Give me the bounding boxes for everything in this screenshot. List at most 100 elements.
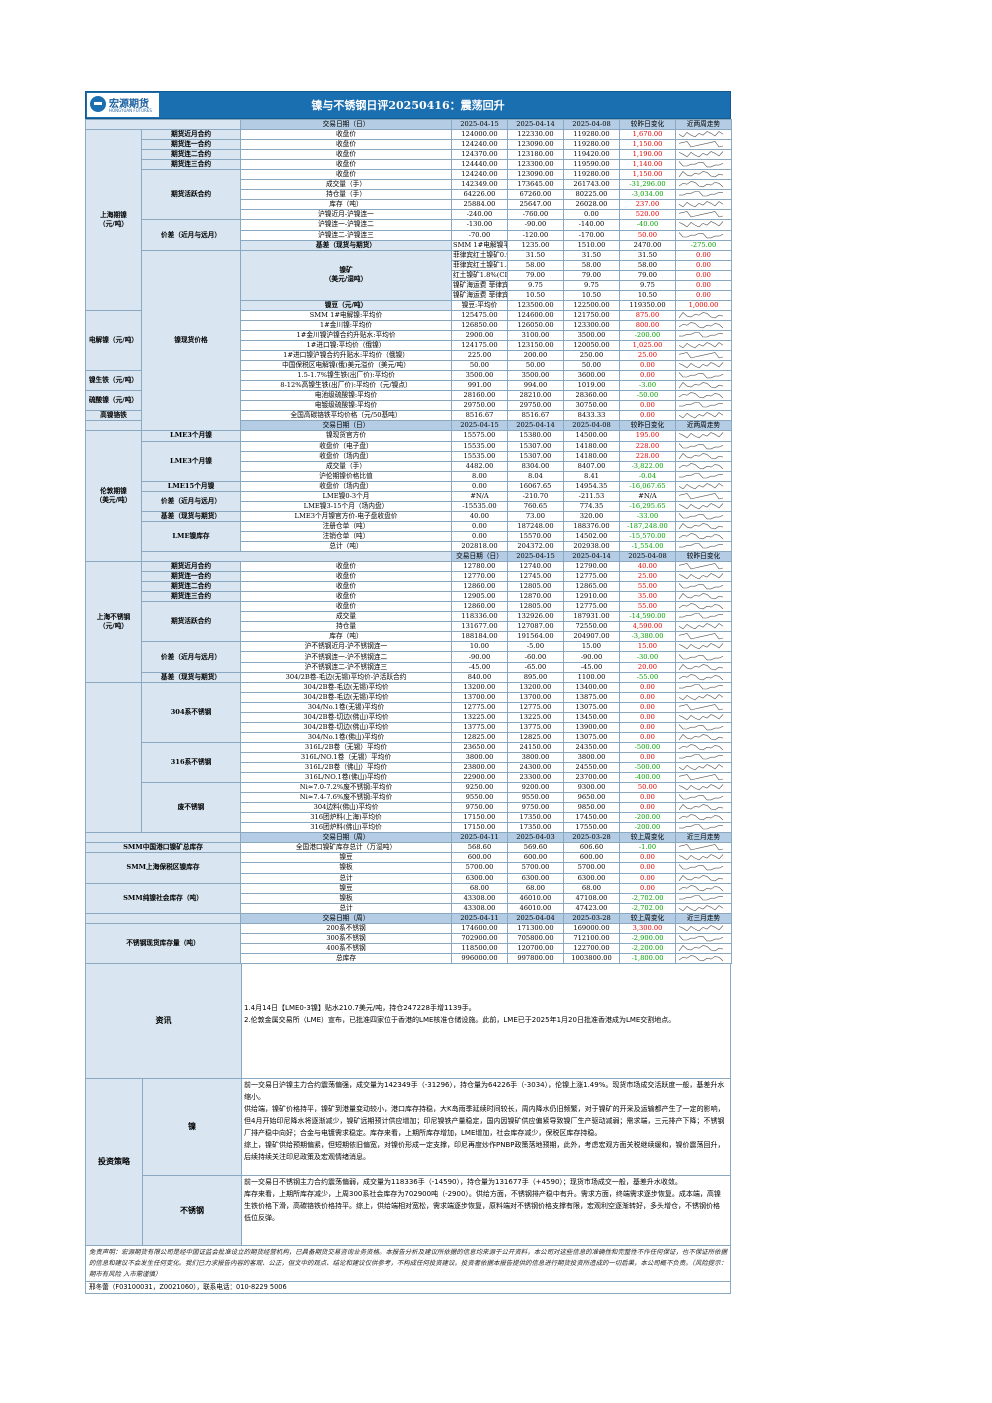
trend-cell <box>675 149 732 161</box>
value-cell: 12745.00 <box>507 571 564 583</box>
trend-sparkline <box>678 713 724 721</box>
trend-sparkline <box>678 653 724 660</box>
change-value: 0.00 <box>675 259 732 271</box>
value-cell: #N/A <box>451 490 508 502</box>
value-cell: 13775.00 <box>451 721 508 733</box>
trend-sparkline <box>678 633 724 640</box>
value-cell: 31.50 <box>619 249 676 261</box>
table-row: 期货活跃合约 收盘价 12860.00 12805.00 12775.00 55.00 <box>86 601 732 643</box>
table-row: 1#进口镍沪镍合约升贴水:平均价（俄镍） 225.00 200.00 250.00 25… <box>86 350 732 362</box>
table-row: 收盘价（场内盘） 15535.00 15307.00 14180.00 228.00 <box>86 450 732 462</box>
value-cell: -211.53 <box>563 490 620 502</box>
value-cell: -90.00 <box>507 219 564 231</box>
trend-cell <box>675 761 732 774</box>
trend-sparkline <box>678 573 724 580</box>
value-cell: 9.75 <box>563 279 620 291</box>
value-cell: 24150.00 <box>507 741 564 753</box>
change-value: -16,067.65 <box>619 480 676 492</box>
subcategory-label: 价差（近月与远月） <box>141 490 241 512</box>
value-cell: 17550.00 <box>563 822 620 834</box>
item-label: 沪镍连二-沪镍连三 <box>240 229 452 241</box>
trend-cell <box>675 520 732 532</box>
category-label: 不锈钢现货库存量（吨） <box>85 922 241 964</box>
trend-cell <box>675 189 732 201</box>
value-cell: 118500.00 <box>451 942 508 954</box>
trend-cell <box>675 450 732 462</box>
change-value: 15.00 <box>619 641 676 653</box>
trend-sparkline <box>678 151 724 158</box>
value-cell: 6300.00 <box>451 872 508 884</box>
item-label: 300系不锈钢 <box>240 932 452 944</box>
value-cell: 13700.00 <box>507 691 564 703</box>
value-cell: 13075.00 <box>563 731 620 743</box>
subcategory-label: 价差（近月与远月） <box>141 219 241 251</box>
table-row: 期货连二合约 收盘价 12860.00 12805.00 12865.00 55.00 <box>86 581 732 593</box>
value-cell: 28160.00 <box>451 390 508 402</box>
change-value: -500.00 <box>619 741 676 753</box>
item-label: 304/No.1卷(佛山)平均价 <box>240 731 452 743</box>
value-cell: 29750.00 <box>451 400 508 412</box>
value-cell: 68.00 <box>507 882 564 894</box>
value-cell: 14954.35 <box>563 480 620 492</box>
trend-sparkline <box>679 894 723 900</box>
value-cell: 132926.00 <box>507 611 564 623</box>
trend-cell <box>675 480 732 492</box>
trend-sparkline <box>678 522 724 530</box>
value-cell: 1019.00 <box>563 380 620 392</box>
value-cell: 16067.65 <box>507 480 564 492</box>
value-cell: 997800.00 <box>507 952 564 964</box>
value-cell: 10.50 <box>619 289 676 301</box>
trend-cell <box>675 882 732 894</box>
trend-sparkline <box>678 593 724 600</box>
table-row: LME3个月镍 收盘价（电子盘） 15535.00 15307.00 14180.00 2… <box>86 440 732 482</box>
date-label: 交易日期（日） <box>240 420 452 432</box>
change-value: 0.00 <box>619 721 676 733</box>
trend-sparkline <box>678 161 724 168</box>
trend-sparkline <box>678 462 724 469</box>
value-cell: 118336.00 <box>451 611 508 623</box>
strategy-paragraph: 供给端，镍矿价格持平，镍矿到港量变动较小，港口库存持稳，大K岛雨季延续时间较长，… <box>244 1104 725 1137</box>
trend-sparkline <box>678 603 724 610</box>
value-cell: 131677.00 <box>451 621 508 633</box>
value-cell: 124370.00 <box>451 149 508 161</box>
value-cell: 119280.00 <box>563 169 620 181</box>
value-cell: 15307.00 <box>507 440 564 452</box>
value-cell: 9.75 <box>619 279 676 291</box>
value-cell: 0.00 <box>451 480 508 492</box>
table-row: 期货连一合约 收盘价 124240.00 123090.00 119280.00 1,15… <box>86 139 732 151</box>
change-value: 0.00 <box>619 691 676 703</box>
value-cell: 9550.00 <box>507 792 564 804</box>
table-row: 价差（近月与远月） 沪镍连一-沪镍连二 -130.00 -90.00 -140.00 -4… <box>86 219 732 251</box>
trend-cell <box>675 631 732 643</box>
table-row: 镍矿海运费 菲律宾-连云港:平均价（美元/吨）9.759.759.750.00 <box>86 279 732 291</box>
logo-icon <box>90 96 106 112</box>
change-value: -50.00 <box>619 390 676 402</box>
subcategory-label: 基差（现货与期货） <box>141 510 241 522</box>
value-cell: 124000.00 <box>451 129 508 141</box>
item-label: 316L/2B卷（佛山）平均价 <box>240 761 452 774</box>
data-table: 交易日期（日） 2025-04-15 2025-04-14 2025-04-08 较昨日… <box>85 118 732 964</box>
item-label: 304/No.1卷(无锡)平均价 <box>240 701 452 713</box>
strategy-paragraph: 前一交易日不锈钢主力合约震荡偏弱，成交量为118336手（-14590），持仓量… <box>244 1177 682 1186</box>
change-value: -0.04 <box>619 470 676 482</box>
trend-cell <box>675 772 732 784</box>
trend-sparkline <box>679 613 723 619</box>
value-cell: 31.50 <box>563 249 620 261</box>
trend-sparkline <box>678 221 724 228</box>
news-section: 资讯 1.4月14日【LME0-3镍】贴水210.7美元/吨，持仓247228手… <box>85 963 731 1079</box>
value-cell: 123150.00 <box>507 340 564 352</box>
table-row: 库存（吨） 188184.00 191564.00 204907.00 -3,380.0… <box>86 631 732 643</box>
value-cell: 79.00 <box>619 269 676 281</box>
change-value: -2,200.00 <box>619 942 676 954</box>
value-cell: 2900.00 <box>451 329 508 342</box>
value-cell: 320.00 <box>563 510 620 522</box>
trend-sparkline <box>678 693 724 700</box>
trend-cell <box>675 139 732 151</box>
date-cell: 较上周变化 <box>619 912 676 924</box>
trend-sparkline <box>678 342 724 349</box>
change-value: 0.00 <box>619 681 676 693</box>
value-cell: 30750.00 <box>563 400 620 412</box>
trend-cell <box>675 932 732 944</box>
value-cell: 26028.00 <box>563 199 620 211</box>
value-cell: 13700.00 <box>451 691 508 703</box>
